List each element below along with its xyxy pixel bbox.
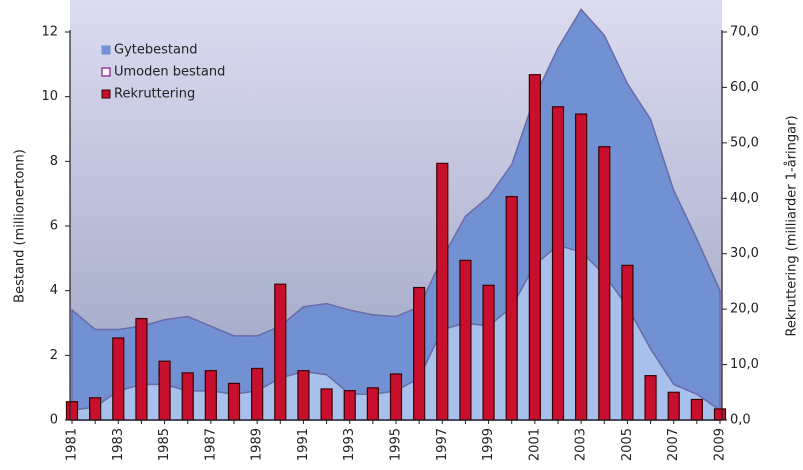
bar	[274, 283, 287, 421]
bar	[413, 286, 426, 421]
bar	[482, 284, 495, 421]
x-tick-label: 1995	[389, 428, 404, 461]
x-tick-label: 1997	[435, 428, 450, 461]
x-tick-label: 2003	[574, 428, 589, 461]
y2-axis-label: Rekruttering (milliarder 1-åringar)	[785, 115, 800, 336]
bar	[644, 375, 657, 421]
legend-label: Rekruttering	[114, 87, 195, 102]
y-axis-label: Bestand (millionertonn)	[13, 149, 28, 303]
legend-swatch	[101, 89, 111, 99]
bar	[135, 317, 148, 421]
x-tick-label: 2009	[713, 428, 728, 461]
bar	[320, 388, 333, 421]
bar	[690, 398, 703, 421]
bar	[713, 408, 727, 421]
bar	[65, 401, 79, 421]
bar	[551, 106, 565, 421]
y2-tick-label: 30,0	[730, 246, 759, 261]
legend-label: Gytebestand	[114, 43, 197, 58]
y-tick-label: 0	[50, 413, 58, 428]
bar	[297, 370, 310, 421]
x-tick-label: 1999	[481, 428, 496, 461]
y-tick-label: 6	[50, 219, 58, 234]
x-tick-label: 1983	[111, 428, 126, 461]
bar	[621, 264, 634, 421]
y-tick-label: 2	[50, 348, 58, 363]
bar	[389, 373, 403, 421]
legend-swatch	[101, 45, 111, 55]
bar	[158, 360, 171, 421]
bar	[667, 391, 680, 421]
y2-tick-label: 20,0	[730, 302, 759, 317]
bar	[505, 196, 518, 421]
bar	[112, 337, 125, 421]
bar	[343, 390, 356, 421]
bar	[204, 370, 217, 421]
bar	[366, 387, 379, 421]
x-tick-label: 2005	[620, 428, 635, 461]
bar	[227, 382, 241, 421]
y-tick-label: 10	[41, 89, 58, 104]
y-tick-label: 8	[50, 154, 58, 169]
x-tick-label: 1993	[342, 428, 357, 461]
x-tick-label: 2007	[666, 428, 681, 461]
x-tick-label: 2001	[527, 428, 542, 461]
y2-tick-label: 10,0	[730, 357, 759, 372]
x-tick-label: 1991	[296, 428, 311, 461]
y2-tick-label: 50,0	[730, 135, 759, 150]
bar	[181, 372, 194, 421]
bar	[251, 367, 264, 421]
legend-swatch	[101, 67, 111, 77]
bar	[528, 74, 541, 421]
bar	[575, 113, 588, 421]
x-tick-label: 1987	[203, 428, 218, 461]
y2-tick-label: 70,0	[730, 25, 759, 40]
y-tick-label: 4	[50, 283, 58, 298]
y2-tick-label: 40,0	[730, 191, 759, 206]
x-tick-label: 1985	[157, 428, 172, 461]
x-tick-label: 1989	[250, 428, 265, 461]
legend-label: Umoden bestand	[114, 65, 225, 80]
bar	[436, 162, 449, 421]
y2-tick-label: 60,0	[730, 80, 759, 95]
y-tick-label: 12	[41, 25, 58, 40]
y2-tick-label: 0,0	[730, 413, 751, 428]
x-tick-label: 1981	[65, 428, 80, 461]
bar	[89, 397, 102, 421]
bar	[598, 146, 611, 421]
bar	[459, 259, 472, 421]
